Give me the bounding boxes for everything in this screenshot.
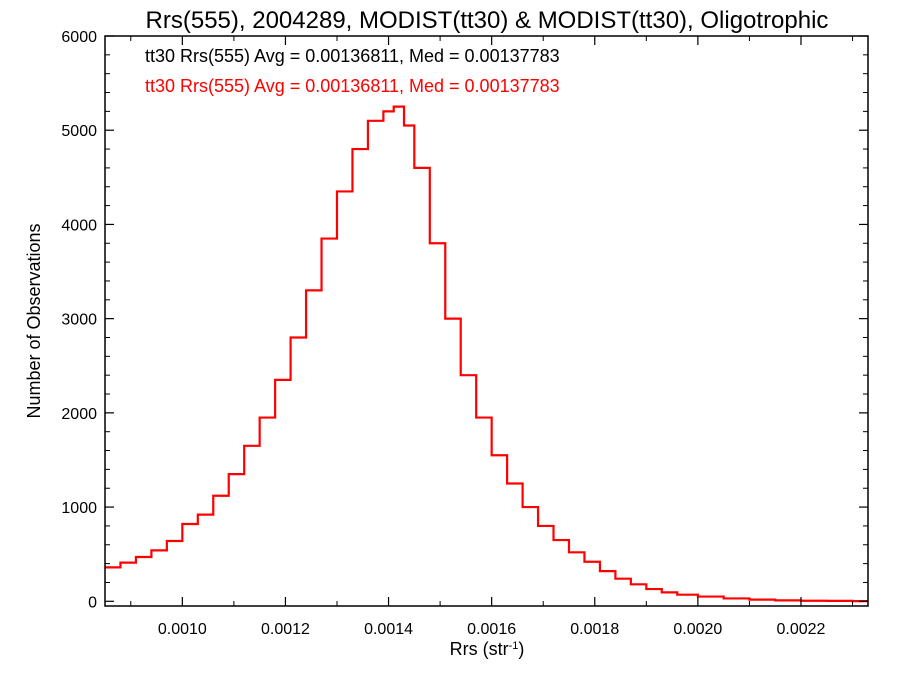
y-axis-label: Number of Observations bbox=[24, 223, 44, 418]
y-axis-ticks: 0 1000 2000 3000 4000 5000 6000 bbox=[61, 29, 868, 611]
y-tick-label: 4000 bbox=[61, 217, 97, 234]
chart-title: Rrs(555), 2004289, MODIST(tt30) & MODIST… bbox=[146, 7, 829, 34]
series-line-0 bbox=[105, 105, 868, 603]
x-axis-label-superscript: -1 bbox=[509, 640, 519, 652]
x-tick-label: 0.0010 bbox=[158, 621, 207, 638]
x-tick-label: 0.0012 bbox=[261, 621, 310, 638]
x-axis-label: Rrs (str-1) bbox=[450, 639, 525, 659]
series-group bbox=[105, 105, 868, 603]
y-tick-label: 1000 bbox=[61, 500, 97, 517]
y-tick-label: 0 bbox=[88, 594, 97, 611]
y-tick-label: 3000 bbox=[61, 312, 97, 329]
x-tick-label: 0.0014 bbox=[364, 621, 413, 638]
x-tick-label: 0.0018 bbox=[570, 621, 619, 638]
x-axis-label-main: Rrs (str bbox=[450, 639, 509, 659]
x-tick-label: 0.0022 bbox=[777, 621, 826, 638]
x-axis-ticks: 0.0010 0.0012 0.0014 0.0016 0.0018 0.0020 0.00… bbox=[130, 36, 854, 638]
legend-entry-red: tt30 Rrs(555) Avg = 0.00136811, Med = 0.… bbox=[145, 76, 560, 96]
x-tick-label: 0.0016 bbox=[467, 621, 516, 638]
x-tick-label: 0.0020 bbox=[673, 621, 722, 638]
plot-frame bbox=[104, 35, 869, 607]
legend-entry-black: tt30 Rrs(555) Avg = 0.00136811, Med = 0.… bbox=[145, 46, 560, 66]
y-tick-label: 2000 bbox=[61, 406, 97, 423]
y-tick-label: 5000 bbox=[61, 123, 97, 140]
x-axis-label-tail: ) bbox=[518, 639, 524, 659]
legend: tt30 Rrs(555) Avg = 0.00136811, Med = 0.… bbox=[145, 46, 560, 96]
y-tick-label: 6000 bbox=[61, 29, 97, 46]
